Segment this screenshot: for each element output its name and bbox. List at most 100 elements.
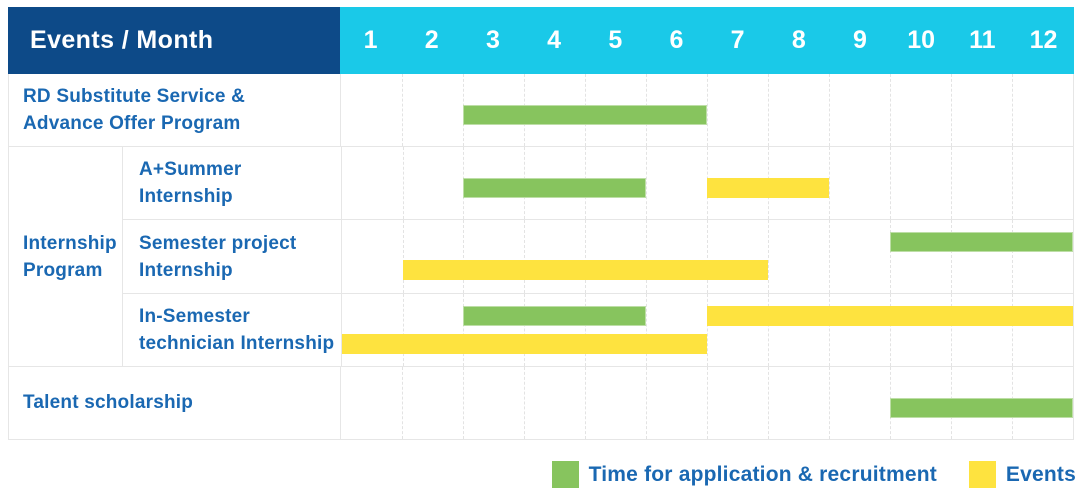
month-gridline (402, 147, 404, 220)
month-grid (340, 220, 1073, 293)
month-gridline (463, 220, 465, 293)
legend-swatch-recruitment (551, 461, 579, 488)
month-header-1: 1 (363, 26, 378, 54)
month-gridline (951, 293, 953, 366)
month-gridline (1012, 147, 1014, 220)
group-label-line: Program (23, 259, 103, 281)
recruitment-bar (463, 178, 647, 199)
legend-label-events: Events (1005, 462, 1076, 486)
row-label-line: In-Semester (139, 305, 250, 327)
table-row: Semester project Internship (9, 219, 1073, 293)
legend: Time for application & recruitment Event… (551, 461, 1076, 488)
month-gridline (829, 366, 831, 440)
month-gridline (585, 220, 587, 293)
month-gridline (585, 366, 587, 440)
row-label-line: Semester project (139, 232, 297, 254)
month-header-7: 7 (730, 26, 745, 54)
month-gridline (524, 293, 526, 366)
month-gridline (707, 220, 709, 293)
month-gridline (829, 293, 831, 366)
month-grid (340, 293, 1073, 366)
row-label-line: A+Summer (139, 159, 242, 181)
month-gridline (1012, 293, 1014, 366)
month-gridline (402, 293, 404, 366)
month-gridline (646, 293, 648, 366)
event-bar (707, 178, 830, 199)
month-gridline (890, 293, 892, 366)
month-gridline (524, 220, 526, 293)
month-gridline (890, 147, 892, 220)
month-gridline (1012, 220, 1014, 293)
schedule-table: Events / Month 1 2 3 4 5 6 7 8 9 10 11 1… (8, 7, 1074, 440)
row-label: RD Substitute Service & Advance Offer Pro… (9, 74, 340, 146)
recruitment-bar (890, 232, 1073, 253)
month-gridline (890, 74, 892, 147)
row-label-line: RD Substitute Service & (23, 86, 246, 108)
month-gridline (646, 220, 648, 293)
legend-swatch-events (968, 461, 996, 488)
month-header-6: 6 (669, 26, 684, 54)
table-row: Talent scholarship (9, 365, 1073, 440)
month-gridline (768, 74, 770, 147)
month-header-11: 11 (969, 26, 996, 54)
month-header-strip: 1 2 3 4 5 6 7 8 9 10 11 12 (340, 7, 1074, 74)
month-gridline (1012, 74, 1014, 147)
row-label: Talent scholarship (9, 367, 340, 439)
row-label-line: Advance Offer Program (23, 113, 241, 135)
month-gridline (524, 366, 526, 440)
event-bar (402, 260, 769, 281)
row-label: In-Semester technician Internship (122, 293, 341, 366)
month-gridline (463, 366, 465, 440)
row-label-line: Internship (139, 259, 233, 281)
recruitment-bar (890, 397, 1073, 418)
month-gridline (646, 366, 648, 440)
table-row: RD Substitute Service & Advance Offer Pro… (9, 74, 1073, 147)
month-gridline (890, 220, 892, 293)
month-gridline (402, 74, 404, 147)
month-grid (340, 366, 1073, 440)
month-header-8: 8 (791, 26, 806, 54)
month-gridline (707, 74, 709, 147)
month-gridline (585, 293, 587, 366)
month-header-2: 2 (424, 26, 439, 54)
month-gridline (829, 74, 831, 147)
month-header-12: 12 (1029, 26, 1058, 54)
month-gridline (829, 220, 831, 293)
event-bar (707, 305, 1073, 326)
month-header-9: 9 (853, 26, 867, 54)
month-grid (340, 74, 1073, 147)
month-gridline (768, 220, 770, 293)
month-header-10: 10 (907, 26, 936, 54)
month-gridline (707, 366, 709, 440)
table-row: In-Semester technician Internship (9, 292, 1073, 366)
recruitment-bar (463, 105, 708, 126)
row-label: Semester project Internship (122, 220, 341, 293)
month-gridline (951, 74, 953, 147)
month-gridline (463, 293, 465, 366)
month-gridline (646, 147, 648, 220)
row-label: A+Summer Internship (122, 147, 341, 220)
month-gridline (402, 366, 404, 440)
month-header-4: 4 (547, 26, 562, 54)
month-grid (340, 147, 1073, 220)
recruitment-bar (463, 305, 647, 326)
events-month-header-cell: Events / Month (8, 7, 340, 74)
month-gridline (829, 147, 831, 220)
row-label-line: technician Internship (139, 332, 335, 354)
group-label-internship-program: Internship Program (9, 147, 122, 366)
table-row: A+Summer Internship (9, 146, 1073, 220)
month-gridline (951, 147, 953, 220)
month-gridline (768, 293, 770, 366)
table-body: RD Substitute Service & Advance Offer Pro… (8, 74, 1074, 440)
event-bar (341, 333, 708, 354)
events-month-label: Events / Month (30, 26, 214, 54)
month-gridline (402, 220, 404, 293)
group-label-line: Internship (23, 232, 117, 254)
month-gridline (707, 293, 709, 366)
row-label-line: Talent scholarship (23, 392, 194, 414)
month-gridline (768, 366, 770, 440)
table-header-row: Events / Month 1 2 3 4 5 6 7 8 9 10 11 1… (8, 7, 1074, 74)
month-header-3: 3 (485, 26, 500, 54)
month-header-5: 5 (608, 26, 623, 54)
